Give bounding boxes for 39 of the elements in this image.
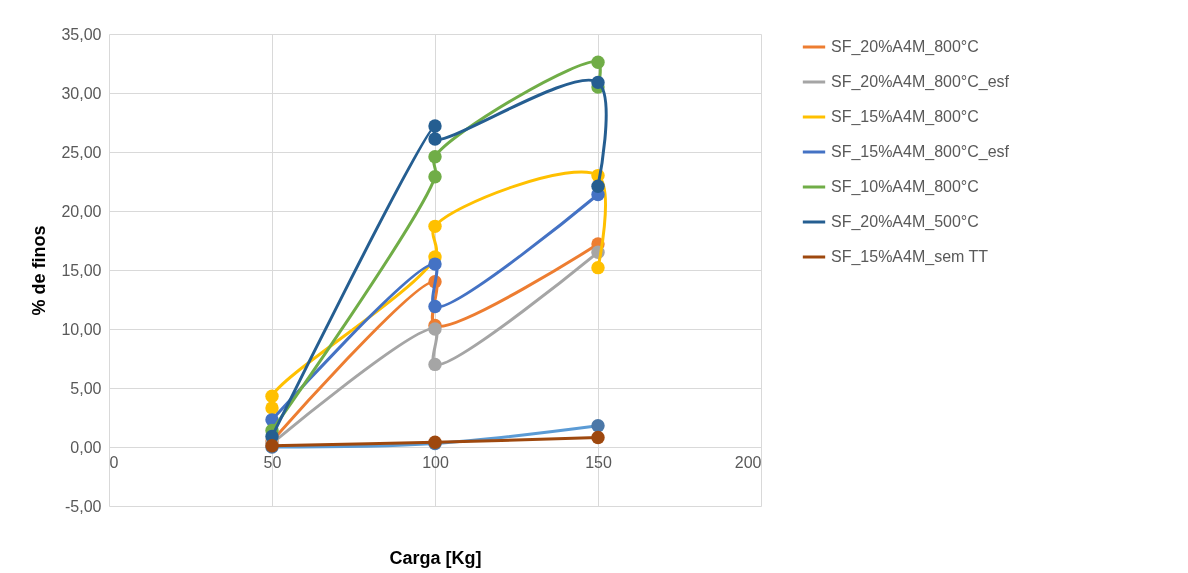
x-tick-label: 150	[585, 453, 612, 471]
point	[591, 55, 605, 70]
legend-label: SF_20%A4M_800°C	[831, 38, 979, 56]
point	[591, 430, 605, 445]
point	[428, 322, 442, 336]
y-axis-title: % de finos	[29, 225, 50, 316]
point	[265, 389, 279, 403]
y-tick-label: 25,00	[61, 143, 102, 161]
point	[428, 119, 442, 133]
x-tick-label: 0	[109, 453, 119, 471]
x-tick-label: 100	[422, 453, 449, 471]
legend-label: SF_10%A4M_800°C	[831, 178, 979, 196]
y-tick-label: 30,00	[61, 84, 102, 102]
point	[428, 219, 442, 234]
point	[428, 132, 442, 146]
point	[591, 75, 605, 90]
x-tick-label: 200	[734, 453, 762, 471]
y-tick-label: 35,00	[61, 25, 102, 43]
point	[591, 179, 605, 193]
y-tick-label: 5,00	[70, 379, 102, 397]
point	[428, 299, 442, 314]
y-tick-label: -5,00	[65, 497, 102, 515]
legend-label: SF_20%A4M_800°C_esf	[831, 73, 1010, 91]
x-axis-title: Carga [Kg]	[389, 547, 482, 568]
point	[428, 357, 442, 372]
legend-label: SF_15%A4M_sem TT	[831, 248, 989, 266]
legend-label: SF_15%A4M_800°C_esf	[831, 143, 1010, 161]
y-tick-label: 10,00	[61, 320, 102, 338]
point	[428, 170, 442, 184]
legend-label: SF_20%A4M_500°C	[831, 213, 979, 231]
point	[591, 419, 605, 433]
y-tick-label: 15,00	[61, 261, 102, 279]
point	[428, 257, 442, 271]
x-tick-label: 50	[263, 453, 282, 471]
legend-label: SF_15%A4M_800°C	[831, 108, 979, 126]
y-tick-label: 0,00	[70, 438, 102, 456]
y-tick-label: 20,00	[61, 202, 102, 220]
point	[428, 150, 442, 164]
point	[591, 260, 605, 275]
